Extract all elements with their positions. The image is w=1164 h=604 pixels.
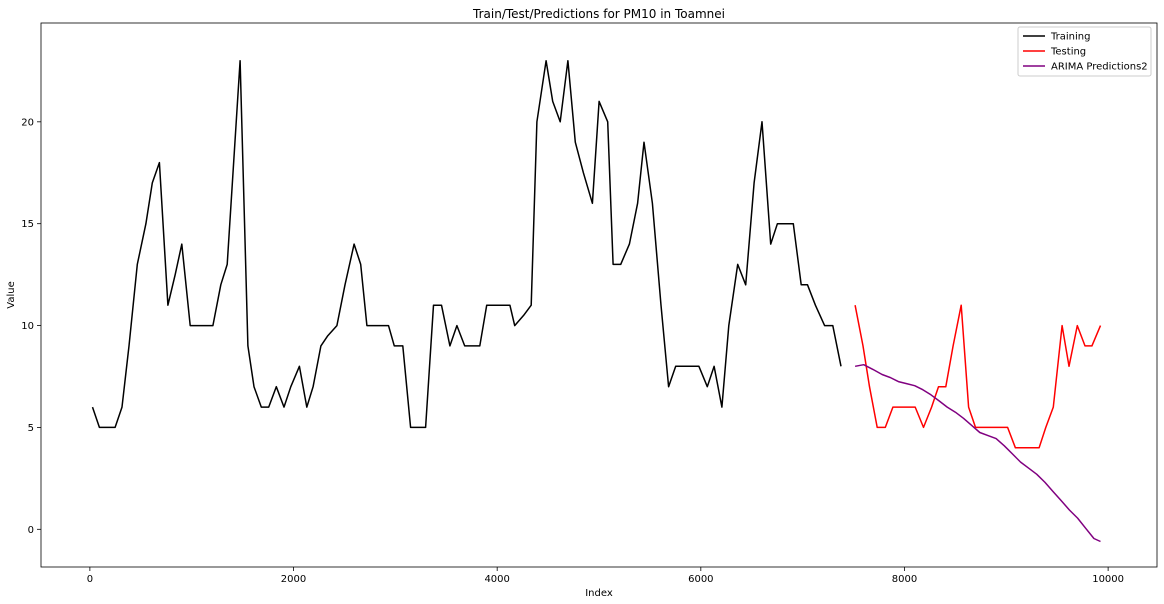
series-line-training <box>91 59 842 429</box>
x-tick-label: 0 <box>87 574 93 585</box>
series-line-arima-predictions2 <box>854 363 1101 543</box>
plot-area <box>40 22 1158 568</box>
x-tick-label: 4000 <box>484 574 509 585</box>
y-tick-label: 10 <box>21 321 34 332</box>
y-tick-label: 0 <box>28 525 34 536</box>
x-tick-label: 6000 <box>688 574 713 585</box>
y-tick-label: 15 <box>21 219 34 230</box>
chart-title: Train/Test/Predictions for PM10 in Toamn… <box>472 7 725 21</box>
x-axis-label: Index <box>585 588 613 599</box>
x-tick-label: 8000 <box>892 574 917 585</box>
y-tick-label: 5 <box>28 423 34 434</box>
y-tick-label: 20 <box>21 117 34 128</box>
chart-legend: Training Testing ARIMA Predictions2 <box>1017 26 1152 77</box>
series-line-testing <box>854 304 1102 449</box>
legend-label-training: Training <box>1050 32 1090 43</box>
x-tick-label: 10000 <box>1092 574 1124 585</box>
x-tick-label: 2000 <box>281 574 306 585</box>
legend-label-arima-predictions2: ARIMA Predictions2 <box>1051 62 1148 73</box>
y-axis-label: Value <box>6 281 17 308</box>
legend-label-testing: Testing <box>1050 47 1086 58</box>
